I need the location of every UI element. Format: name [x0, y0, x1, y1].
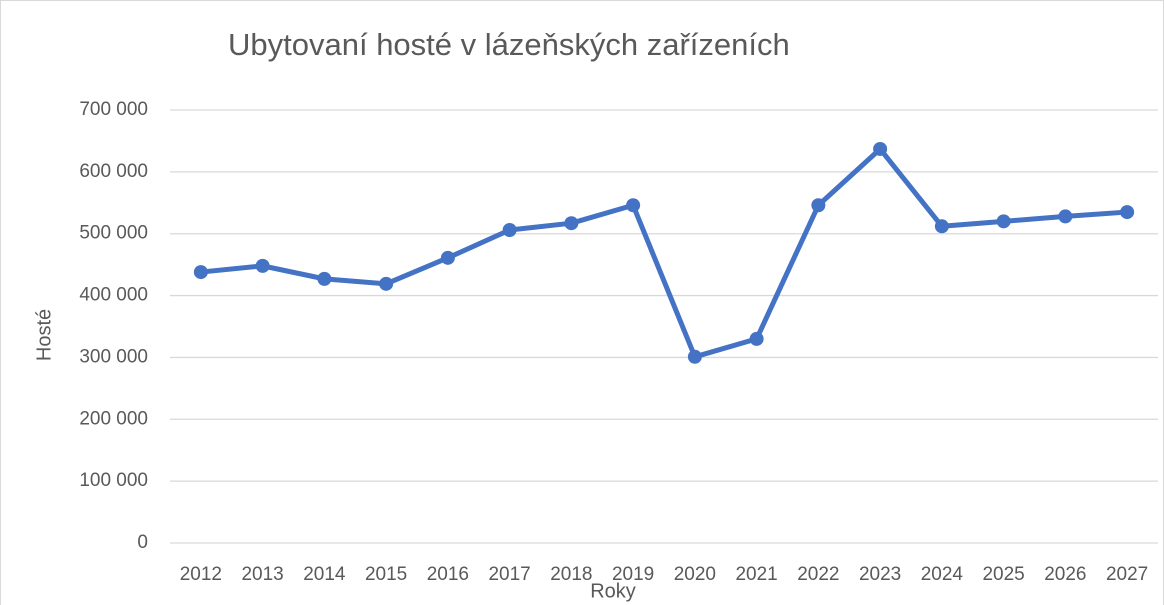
- chart-title: Ubytovaní hosté v lázeňských zařízeních: [228, 27, 790, 62]
- line: [200, 146, 1128, 360]
- y-tick-label: 0: [137, 532, 148, 553]
- marker: [626, 198, 641, 213]
- x-tick-label: 2021: [735, 564, 777, 585]
- x-tick-label: 2019: [612, 564, 654, 585]
- marker: [317, 271, 332, 286]
- marker: [440, 250, 455, 265]
- x-tick-label: 2025: [982, 564, 1024, 585]
- marker: [564, 216, 579, 231]
- marker: [996, 214, 1011, 229]
- y-axis-title: Hosté: [33, 309, 55, 361]
- x-tick-label: 2023: [859, 564, 901, 585]
- x-tick-label: 2024: [921, 564, 964, 585]
- x-tick-label: 2026: [1044, 564, 1086, 585]
- x-tick-label: 2013: [241, 564, 283, 585]
- marker: [379, 276, 394, 291]
- y-tick-label: 600 000: [79, 161, 148, 182]
- marker: [934, 219, 949, 234]
- y-tick-label: 400 000: [79, 285, 148, 306]
- marker: [749, 331, 764, 346]
- x-axis-title: Roky: [590, 580, 636, 602]
- x-tick-label: 2018: [550, 564, 592, 585]
- x-tick-label: 2012: [180, 564, 222, 585]
- x-tick-label: 2014: [303, 564, 346, 585]
- x-tick-label: 2017: [488, 564, 530, 585]
- y-tick-label: 700 000: [79, 99, 148, 120]
- x-tick-label: 2016: [427, 564, 469, 585]
- x-tick-label: 2022: [797, 564, 839, 585]
- y-tick-label: 500 000: [79, 223, 148, 244]
- marker: [687, 349, 702, 364]
- marker: [255, 258, 270, 273]
- x-tick-label: 2027: [1106, 564, 1148, 585]
- marker: [811, 198, 826, 213]
- y-tick-label: 200 000: [79, 408, 148, 429]
- x-tick-label: 2015: [365, 564, 407, 585]
- marker: [873, 141, 888, 156]
- y-tick-label: 300 000: [79, 346, 148, 367]
- marker: [1120, 205, 1135, 220]
- x-tick-label: 2020: [674, 564, 716, 585]
- marker: [193, 265, 208, 280]
- marker: [502, 223, 517, 238]
- marker: [1058, 209, 1073, 224]
- y-tick-label: 100 000: [79, 470, 148, 491]
